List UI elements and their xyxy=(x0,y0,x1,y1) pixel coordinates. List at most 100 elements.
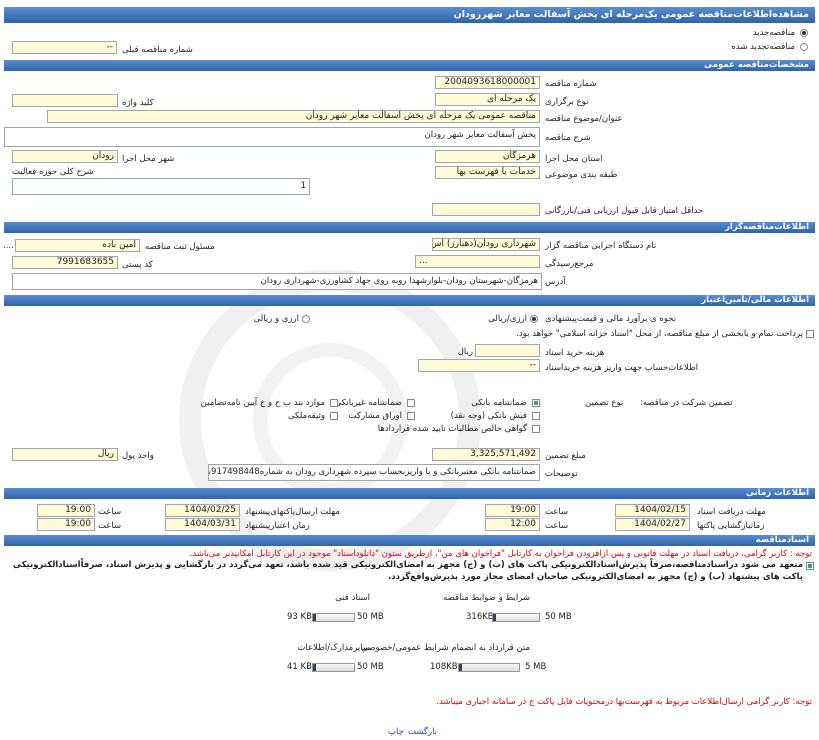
textarea: ضمانتنامه بانکی معتبربانکی و یا واریزبحس… xyxy=(208,464,540,481)
label: نحوه ی برآورد مالی و قیمت‌پیشنهادی xyxy=(545,314,677,324)
label: ضمانتنامه بانکی xyxy=(471,398,527,408)
label: اوراق مشارکت xyxy=(348,411,402,421)
label: ساعت xyxy=(545,507,569,517)
input: 1404/02/25 xyxy=(165,504,240,517)
label: پرداخت تمام و یابخشی از مبلغ مناقصه، از … xyxy=(516,329,803,339)
label: اطلاعات‌حساب جهت واریز هزینه خریداسناد xyxy=(545,363,699,373)
input: -- xyxy=(418,359,540,372)
input: شهرداری رودان(دهبارز) اس xyxy=(432,238,540,251)
file-size: 41 KB xyxy=(287,662,312,672)
notice: توجه : کاربر گرامی، دریافت اسناد در مهلت… xyxy=(189,549,812,559)
label: مناقصه‌تجدید شده xyxy=(731,42,795,52)
label: وثیقه‌ملکی xyxy=(287,411,325,421)
label: مبلغ تضمین xyxy=(545,451,586,461)
print-link[interactable]: چاپ xyxy=(388,727,404,737)
commitment: متعهد می شود دراسنادمناقصه،صرفاً پذیرش‌ا… xyxy=(13,560,803,582)
file-max: 50 MB xyxy=(357,662,384,672)
label: نام دستگاه اجرایی مناقصه گزار xyxy=(545,241,657,251)
page-title: مشاهده‌اطلاعات‌مناقصه عمومی یک‌مرحله ای … xyxy=(4,7,815,23)
label: شهر محل اجرا xyxy=(122,154,175,164)
input: ریال xyxy=(12,448,118,461)
label: تضمین شرکت در مناقصه: xyxy=(640,398,733,408)
label: فیش بانکی (وجه نقد) xyxy=(450,411,527,421)
input xyxy=(475,344,540,357)
checkbox[interactable] xyxy=(532,425,540,433)
radio[interactable] xyxy=(530,315,538,323)
back-link[interactable]: بارگشت xyxy=(408,727,438,737)
input: 19:00 xyxy=(485,504,540,517)
file-size: 108KB xyxy=(430,662,458,672)
section-title: اسنادمناقصه xyxy=(4,535,815,546)
input: 19:00 xyxy=(37,504,95,517)
radio[interactable] xyxy=(800,43,808,51)
label: شماره مناقصه xyxy=(545,79,597,89)
label: مسئول ثبت مناقصه xyxy=(145,242,215,252)
label: شرح کلی حوزه فعالیت xyxy=(12,167,94,177)
file-max: 50 MB xyxy=(545,612,572,622)
textarea: هرمزگان-شهرستان رودان-بلوارشهدا روبه روی… xyxy=(12,273,542,290)
progress-bar xyxy=(312,663,355,672)
input: 19:00 xyxy=(37,518,95,531)
checkbox[interactable] xyxy=(407,399,415,407)
input[interactable]: ... xyxy=(415,255,540,268)
label: واحد پول xyxy=(122,451,154,461)
label: ارزی/ریالی xyxy=(488,314,527,324)
input[interactable]: -- xyxy=(12,41,117,54)
radio[interactable] xyxy=(800,29,808,37)
textarea: 1 xyxy=(12,178,310,195)
label: شرح مناقصه xyxy=(545,133,591,143)
label: ساعت xyxy=(98,507,122,517)
input: 3,325,571,492 xyxy=(432,448,540,461)
checkbox[interactable] xyxy=(407,412,415,420)
file-title: سایرمدارک/اطلاعات xyxy=(297,643,370,653)
input: رودان xyxy=(12,150,118,163)
checkbox[interactable] xyxy=(532,399,540,407)
checkbox[interactable] xyxy=(330,399,338,407)
label: نوع برگزاری xyxy=(545,97,589,107)
file-title: متن قرارداد به انضمام شرایط عمومی/خصوصی xyxy=(361,643,530,653)
checkbox[interactable] xyxy=(532,412,540,420)
label: شماره مناقصه قبلی xyxy=(122,45,193,55)
file-max: 50 MB xyxy=(357,612,384,622)
label: ساعت xyxy=(545,521,569,531)
label: مهلت دریافت اسناد xyxy=(697,507,766,517)
label: آدرس xyxy=(545,277,566,287)
label: عنوان/موضوع مناقصه xyxy=(545,114,623,124)
radio[interactable] xyxy=(302,315,310,323)
file-size: 93 KB xyxy=(287,612,312,622)
notice: توجه: کاربر گرامی ارسال‌اطلاعات مربوط به… xyxy=(436,697,812,707)
checkbox[interactable] xyxy=(806,330,814,338)
input: 2004093618000001 xyxy=(435,76,540,89)
label: استان محل اجرا xyxy=(545,154,603,164)
label: زمان اعتبارپیشنهاد xyxy=(245,521,310,531)
label: هزینه خرید اسناد xyxy=(545,348,605,358)
label: طبقه بندی موضوعی xyxy=(545,170,618,180)
file-title: اسناد فنی xyxy=(335,593,370,603)
label: نوع تضمین xyxy=(585,398,624,408)
input: 1404/02/15 xyxy=(615,504,690,517)
label: توضیحات xyxy=(545,469,578,479)
label: مناقصه‌جدید xyxy=(752,28,795,38)
label: کد پستی xyxy=(122,260,153,270)
label: ارزی و ریالی xyxy=(253,314,299,324)
input: یک مرحله ای xyxy=(435,93,540,106)
progress-fill xyxy=(313,614,316,621)
checkbox[interactable] xyxy=(330,412,338,420)
progress-fill xyxy=(459,664,462,671)
more-button[interactable]: .... xyxy=(3,241,14,251)
input: 1404/02/27 xyxy=(615,518,690,531)
input: امین باده xyxy=(15,239,140,252)
progress-bar xyxy=(312,613,355,622)
section-title: مشخصات‌مناقصه عمومی xyxy=(4,60,815,71)
input xyxy=(432,203,540,216)
progress-bar xyxy=(492,613,540,622)
progress-fill xyxy=(493,614,496,621)
file-title: شرایط و ضوابط مناقصه xyxy=(443,593,530,603)
file-size: 316KB xyxy=(466,612,494,622)
checkbox[interactable] xyxy=(806,562,814,570)
progress-bar xyxy=(458,663,520,672)
unit: ریال xyxy=(457,347,473,357)
input xyxy=(12,94,118,107)
input: هرمزگان xyxy=(435,150,540,163)
